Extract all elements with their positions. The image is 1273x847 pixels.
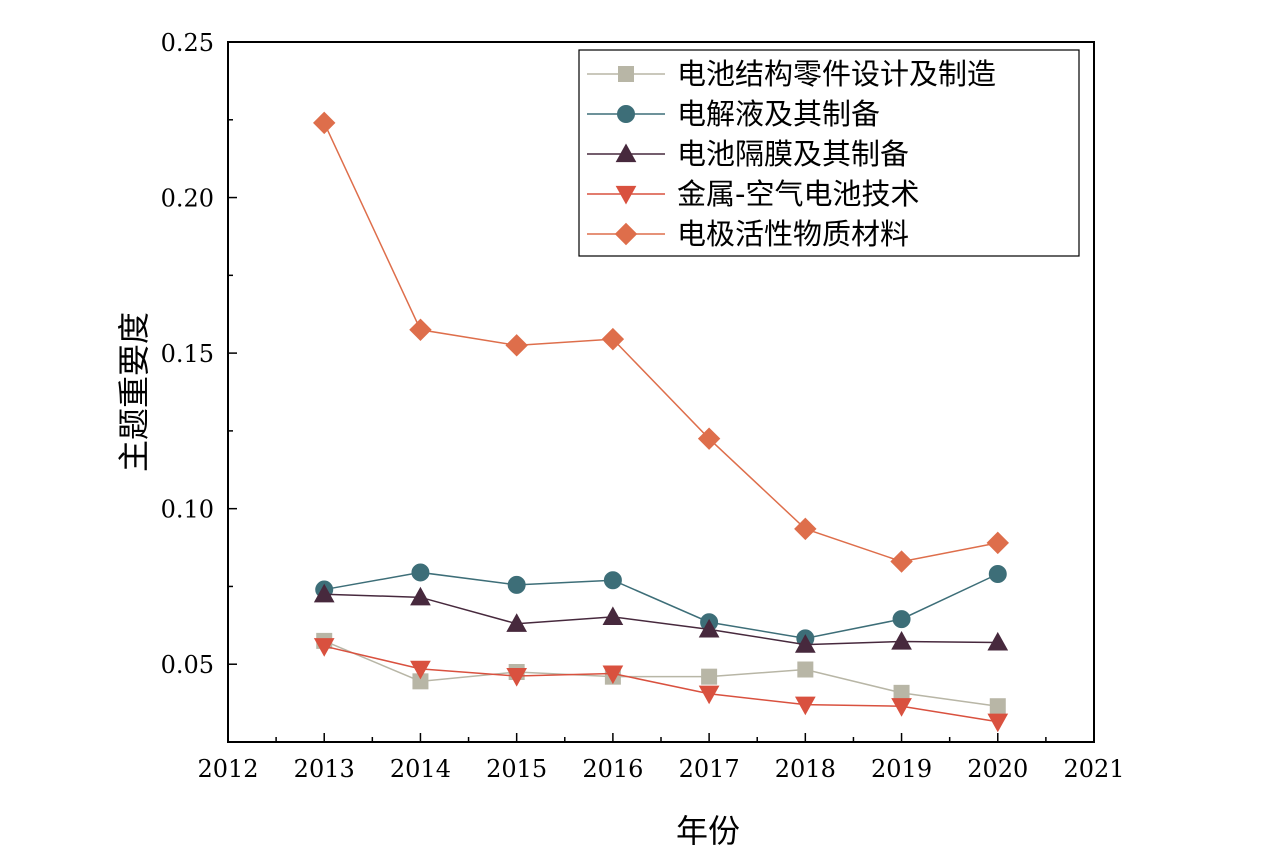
triangle-up-marker [698, 618, 720, 638]
legend-item: 金属-空气电池技术 [587, 177, 919, 211]
circle-marker [988, 565, 1007, 583]
triangle-up-marker [891, 630, 912, 650]
series-4 [313, 111, 1009, 573]
x-tick-label: 2018 [775, 755, 836, 783]
legend-label: 电极活性物质材料 [677, 217, 909, 251]
diamond-marker [313, 111, 336, 135]
square-marker [797, 661, 814, 678]
diamond-marker [614, 222, 638, 246]
triangle-down-marker [698, 685, 720, 705]
circle-marker [507, 575, 526, 594]
y-tick-labels: 0.05 0.10 0.15 0.20 0.25 [161, 29, 214, 679]
triangle-up-marker [506, 613, 528, 632]
legend-label: 电解液及其制备 [677, 97, 880, 131]
x-tick-label: 2017 [679, 755, 740, 783]
legend-item: 电池结构零件设计及制造 [587, 57, 996, 91]
triangle-up-marker [313, 583, 335, 603]
legend-item: 电极活性物质材料 [587, 217, 909, 251]
triangle-down-marker [794, 696, 816, 716]
legend-label: 电池结构零件设计及制造 [677, 57, 996, 91]
diamond-marker [505, 334, 528, 357]
series-line [324, 571, 999, 640]
plot-frame [227, 41, 1095, 743]
triangle-up-marker [410, 586, 431, 606]
y-tick-label: 0.20 [161, 185, 214, 213]
square-marker [618, 66, 634, 82]
legend-label: 金属-空气电池技术 [677, 177, 919, 211]
triangle-up-marker [615, 143, 637, 163]
x-axis-title: 年份 [676, 812, 740, 847]
y-tick-label: 0.25 [161, 29, 214, 57]
square-marker [989, 698, 1006, 715]
triangle-up-marker [987, 631, 1009, 651]
series-3 [313, 638, 1009, 733]
y-axis-title: 主题重要度 [115, 312, 153, 472]
circle-marker [617, 105, 635, 123]
series-line [324, 593, 998, 646]
diamond-marker [890, 550, 913, 573]
x-tick-label: 2014 [390, 755, 451, 783]
legend-item: 电解液及其制备 [587, 97, 880, 131]
diamond-marker [601, 327, 625, 351]
triangle-down-marker [602, 665, 624, 685]
triangle-down-marker [891, 698, 912, 717]
x-tick-label: 2021 [1063, 755, 1124, 783]
x-tick-labels: 2012 2013 2014 2015 2016 2017 2018 2019 2020 2021 [197, 755, 1124, 783]
square-marker [701, 668, 718, 685]
series-line [323, 640, 998, 707]
x-tick-label: 2019 [871, 755, 932, 783]
x-tick-label: 2013 [294, 755, 355, 783]
y-tick-label: 0.05 [161, 651, 214, 679]
series-layer [313, 111, 1009, 733]
square-marker [893, 684, 910, 701]
diamond-marker [986, 531, 1009, 555]
x-tick-label: 2020 [967, 755, 1028, 783]
x-tick-label: 2015 [486, 755, 547, 783]
circle-marker [892, 610, 911, 629]
y-tick-label: 0.10 [161, 496, 214, 524]
triangle-down-marker [987, 713, 1009, 733]
triangle-down-marker [313, 638, 335, 657]
y-tick-label: 0.15 [161, 340, 214, 368]
triangle-up-marker [602, 606, 624, 626]
triangle-down-marker [410, 660, 431, 680]
diamond-marker [409, 318, 432, 341]
triangle-up-marker [794, 634, 816, 653]
legend-item: 电池隔膜及其制备 [587, 137, 909, 171]
triangle-down-marker [615, 185, 637, 205]
legend: 电池结构零件设计及制造电解液及其制备电池隔膜及其制备金属-空气电池技术电极活性物… [578, 49, 1080, 257]
diamond-marker [794, 517, 817, 541]
x-tick-label: 2016 [582, 755, 643, 783]
series-line [323, 122, 998, 563]
legend-label: 电池隔膜及其制备 [677, 137, 909, 171]
series-line [324, 645, 998, 723]
circle-marker [411, 563, 430, 582]
diamond-marker [697, 427, 721, 450]
circle-marker [603, 571, 622, 590]
legend-box [578, 49, 1080, 257]
series-2 [313, 583, 1009, 653]
x-tick-label: 2012 [197, 755, 258, 783]
triangle-down-marker [506, 667, 528, 687]
